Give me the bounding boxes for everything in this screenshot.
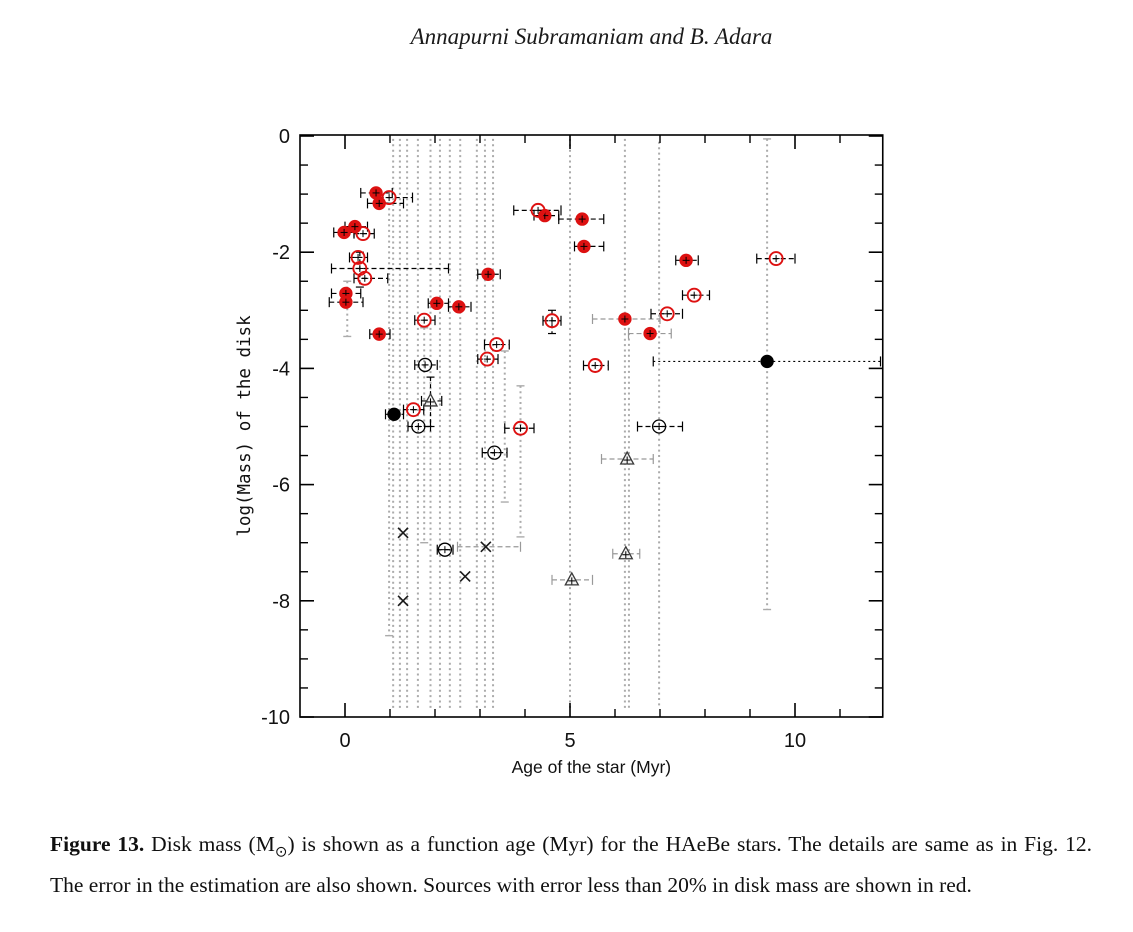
data-point-black-open-circle bbox=[651, 419, 667, 434]
x-tick-label: 0 bbox=[339, 730, 350, 752]
figure-label: Figure 13. bbox=[50, 832, 145, 856]
y-tick-label: -6 bbox=[272, 475, 290, 497]
data-point-black-filled-circle bbox=[387, 407, 401, 421]
caption-text-2: ) is shown as a function age (Myr) for t… bbox=[50, 832, 1092, 898]
y-axis-label: log(Mass) of the disk bbox=[235, 315, 255, 537]
data-point-cross bbox=[459, 570, 471, 582]
data-point-red-open-circle bbox=[530, 202, 546, 218]
data-point-black-open-circle bbox=[417, 357, 433, 373]
y-tick-label: -4 bbox=[272, 358, 290, 380]
caption-text-1: Disk mass (M bbox=[144, 832, 275, 856]
data-point-red-open-circle bbox=[416, 312, 432, 328]
y-tick-label: -8 bbox=[272, 591, 290, 613]
data-point-red-open-circle bbox=[357, 270, 373, 286]
data-point-red-open-circle bbox=[659, 306, 675, 322]
data-point-black-open-circle bbox=[487, 445, 502, 460]
data-point-black-filled-circle bbox=[760, 354, 774, 369]
data-point-cross bbox=[480, 541, 492, 553]
data-point-red-open-circle bbox=[381, 190, 397, 206]
x-tick-label: 10 bbox=[784, 730, 806, 752]
data-point-red-open-circle bbox=[405, 402, 421, 418]
sun-symbol: ⊙ bbox=[274, 844, 288, 861]
data-point-red-open-circle bbox=[355, 226, 371, 242]
y-tick-label: 0 bbox=[279, 126, 290, 148]
figure-13-chart: 0 5 10 0 -2 -4 -6 -8 -10 Age of the star (Myr) log… bbox=[235, 126, 884, 777]
data-point-black-open-circle bbox=[437, 542, 453, 557]
plot-border bbox=[299, 134, 884, 718]
x-tick-label: 5 bbox=[564, 730, 575, 752]
y-tick-label: -10 bbox=[261, 707, 290, 729]
data-point-red-open-circle bbox=[513, 420, 528, 436]
x-axis-label: Age of the star (Myr) bbox=[512, 757, 672, 777]
data-point-red-open-circle bbox=[544, 313, 560, 329]
running-head-authors: Annapurni Subramaniam and B. Adara bbox=[410, 24, 773, 49]
data-point-black-open-circle bbox=[411, 419, 426, 434]
scatter-plot: 0 5 10 0 -2 -4 -6 -8 -10 Age of the star (Myr) log… bbox=[235, 126, 884, 777]
data-point-red-open-circle bbox=[587, 358, 603, 373]
data-point-red-open-circle bbox=[686, 287, 702, 303]
data-point-red-open-circle bbox=[489, 337, 505, 353]
y-tick-label: -2 bbox=[272, 242, 290, 264]
data-point-cross bbox=[397, 595, 409, 607]
data-point-red-open-circle bbox=[350, 249, 366, 265]
figure-caption: Figure 13. Disk mass (M⊙) is shown as a … bbox=[50, 828, 1092, 902]
data-point-red-open-circle bbox=[768, 251, 784, 267]
data-point-cross bbox=[397, 527, 409, 539]
data-point-red-open-circle bbox=[479, 351, 495, 367]
